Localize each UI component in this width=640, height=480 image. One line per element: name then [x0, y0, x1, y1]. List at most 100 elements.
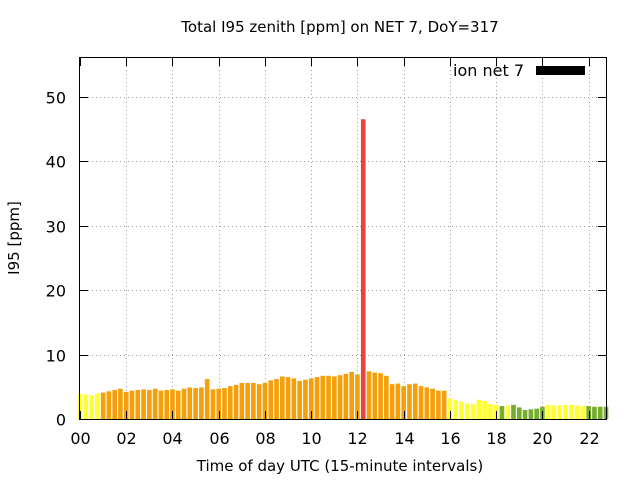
y-tick-label: 50 — [46, 89, 66, 108]
y-axis-label: I95 [ppm] — [5, 201, 23, 275]
bar — [534, 408, 539, 419]
bar — [303, 379, 308, 419]
x-tick-label: 04 — [162, 429, 182, 448]
bar — [274, 379, 279, 419]
y-tick-label: 40 — [46, 153, 66, 172]
x-axis-label: Time of day UTC (15-minute intervals) — [196, 457, 483, 475]
bar — [384, 375, 389, 419]
bar — [418, 386, 424, 419]
bar — [563, 404, 568, 419]
bar — [586, 406, 591, 419]
bar — [239, 382, 245, 419]
bar — [268, 380, 274, 419]
legend: ion net 7 — [453, 61, 585, 80]
x-tick-label: 14 — [394, 429, 414, 448]
x-tick-label: 16 — [440, 429, 460, 448]
bar — [308, 378, 314, 419]
bar — [389, 384, 395, 419]
bar — [522, 409, 528, 419]
bar — [372, 372, 378, 419]
bar — [95, 393, 100, 419]
bar — [592, 406, 597, 419]
bar — [158, 390, 164, 419]
bar — [83, 394, 89, 419]
legend-swatch — [536, 66, 585, 75]
y-tick-label: 10 — [46, 347, 66, 366]
bar — [187, 387, 193, 419]
bar — [453, 400, 459, 419]
bar — [355, 374, 360, 419]
bar — [141, 389, 146, 419]
bar — [551, 405, 557, 419]
x-tick-label: 22 — [579, 429, 599, 448]
axis-ticks: 00 02 04 06 08 10 12 14 16 18 20 22 0 10 20 30 40 50 — [46, 58, 606, 448]
bar — [89, 395, 94, 419]
chart-title: Total I95 zenith [ppm] on NET 7, DoY=317 — [180, 18, 498, 36]
x-tick-label: 10 — [301, 429, 321, 448]
bar — [297, 380, 302, 419]
bar — [424, 387, 430, 419]
bar — [511, 404, 516, 419]
x-tick-label: 00 — [70, 429, 90, 448]
bar — [262, 382, 268, 419]
bar — [285, 377, 291, 419]
bar — [343, 373, 349, 420]
x-tick-label: 02 — [116, 429, 136, 448]
bar — [366, 371, 372, 419]
bar — [597, 406, 603, 419]
bar — [557, 405, 563, 419]
bar — [251, 382, 256, 419]
bar — [464, 403, 470, 419]
bar — [118, 388, 123, 419]
x-tick-label: 20 — [532, 429, 552, 448]
bar — [574, 405, 580, 419]
bar — [360, 119, 366, 420]
bar — [430, 388, 435, 419]
legend-label: ion net 7 — [453, 61, 524, 80]
bar — [280, 376, 285, 419]
bar — [204, 379, 210, 419]
bar — [580, 406, 586, 419]
bar — [181, 388, 187, 419]
bar — [210, 389, 216, 419]
bar — [256, 384, 262, 419]
bar — [216, 388, 222, 419]
bar — [436, 390, 441, 419]
bar — [175, 390, 181, 419]
bar — [441, 390, 447, 419]
bar — [470, 404, 476, 419]
bar — [569, 404, 574, 419]
bar — [193, 388, 198, 419]
grid — [80, 58, 606, 419]
bar — [245, 382, 250, 419]
bar — [199, 387, 204, 419]
bar — [170, 389, 175, 419]
bar — [516, 407, 522, 419]
bar — [488, 404, 493, 419]
bar — [129, 390, 135, 419]
bar — [147, 389, 152, 419]
bar — [476, 399, 482, 419]
bar — [152, 388, 158, 419]
bar — [326, 375, 331, 419]
bar — [123, 391, 129, 419]
bar — [395, 383, 401, 419]
bar — [291, 378, 297, 419]
bar — [337, 375, 343, 419]
bar — [528, 409, 534, 419]
bar — [482, 400, 487, 419]
bar — [447, 398, 453, 419]
bar — [100, 392, 106, 419]
bar — [407, 384, 412, 419]
bar — [233, 384, 239, 419]
bar — [545, 404, 551, 419]
bar — [459, 401, 464, 419]
bar — [499, 406, 505, 419]
bar — [106, 391, 112, 419]
plot-frame — [79, 57, 607, 420]
x-tick-label: 08 — [255, 429, 275, 448]
y-tick-label: 20 — [46, 282, 66, 301]
bar — [320, 375, 326, 419]
bar — [227, 386, 233, 419]
